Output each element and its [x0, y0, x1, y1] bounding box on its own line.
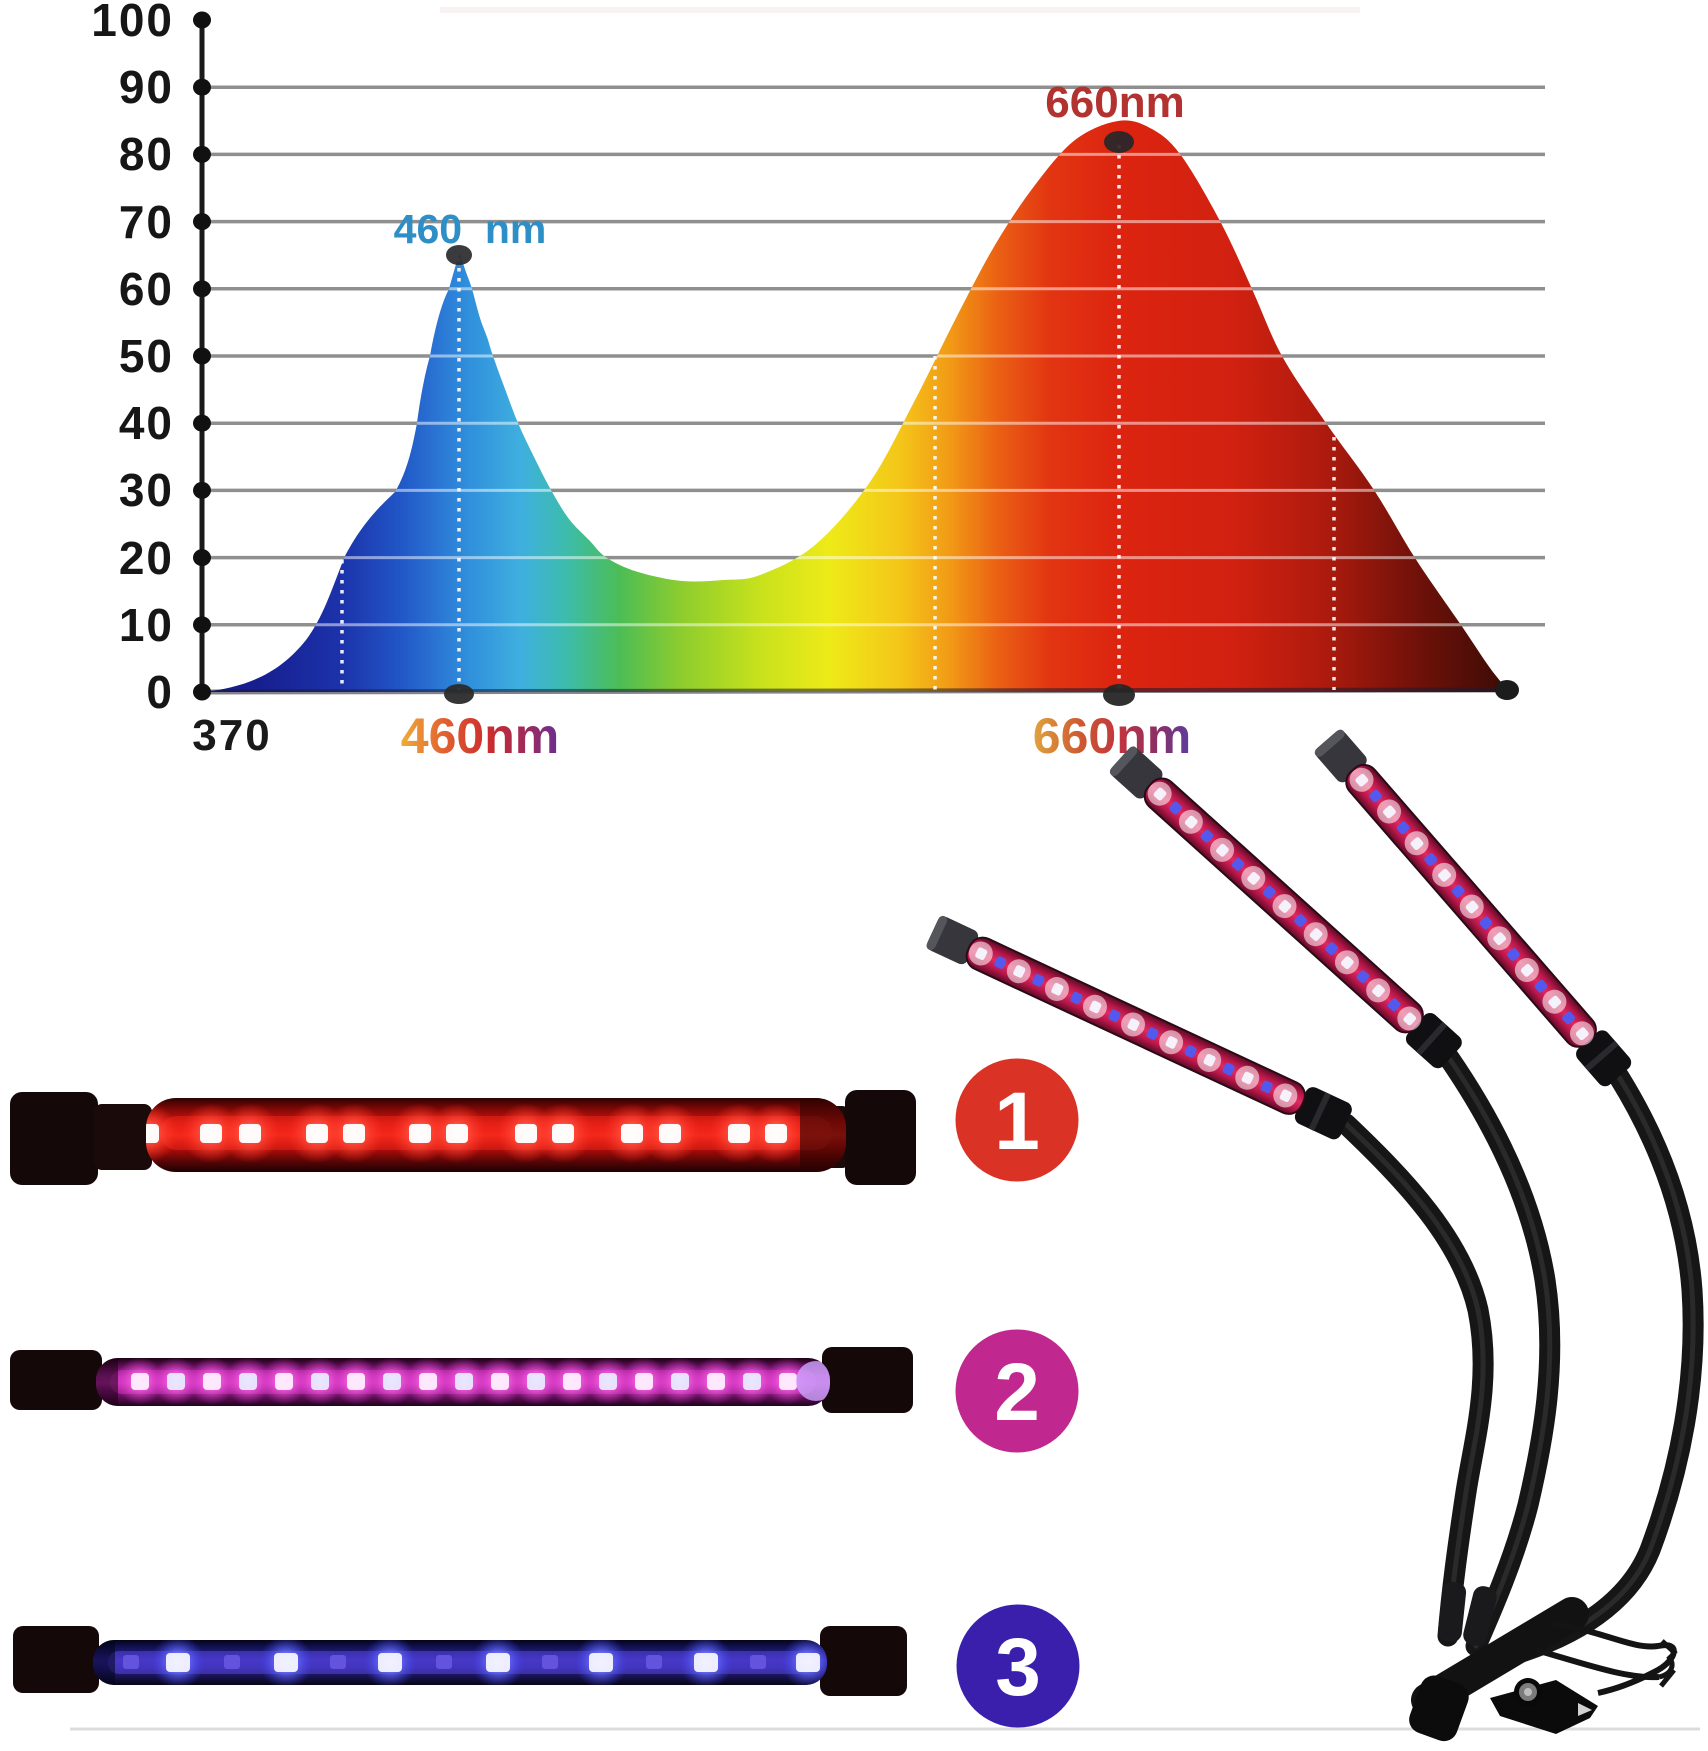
- svg-text:460 nm: 460 nm: [394, 206, 547, 252]
- svg-text:660nm: 660nm: [1033, 708, 1191, 764]
- svg-text:40: 40: [119, 397, 174, 449]
- svg-text:10: 10: [119, 599, 174, 651]
- svg-text:0: 0: [146, 666, 174, 718]
- svg-text:50: 50: [119, 330, 174, 382]
- svg-text:90: 90: [119, 61, 174, 113]
- svg-text:660nm: 660nm: [1045, 78, 1184, 127]
- svg-text:460nm: 460nm: [401, 708, 559, 764]
- svg-text:100: 100: [91, 0, 174, 46]
- svg-text:60: 60: [119, 263, 174, 315]
- svg-text:1: 1: [994, 1076, 1040, 1167]
- svg-text:3: 3: [995, 1622, 1041, 1713]
- svg-text:70: 70: [119, 196, 174, 248]
- svg-text:30: 30: [119, 464, 174, 516]
- svg-text:370: 370: [192, 711, 271, 760]
- svg-text:20: 20: [119, 532, 174, 584]
- svg-text:80: 80: [119, 128, 174, 180]
- svg-text:2: 2: [994, 1347, 1040, 1438]
